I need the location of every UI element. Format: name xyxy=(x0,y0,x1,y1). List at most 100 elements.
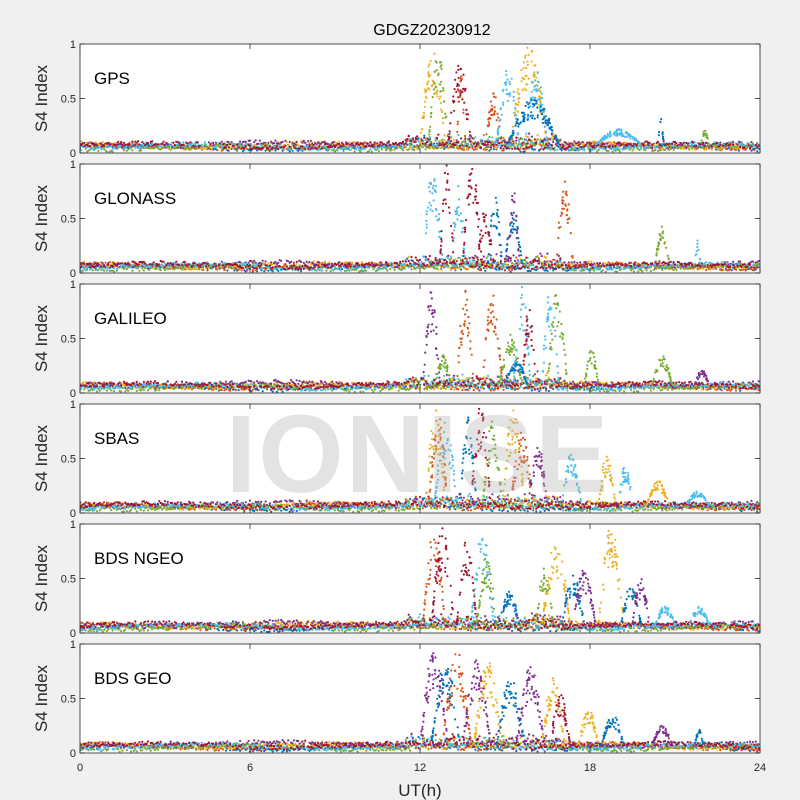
point xyxy=(318,145,321,148)
point xyxy=(308,141,311,145)
point xyxy=(439,80,443,83)
point xyxy=(539,252,542,255)
point xyxy=(528,138,531,141)
point xyxy=(425,89,428,92)
point xyxy=(466,113,470,116)
point xyxy=(659,149,662,152)
point xyxy=(536,138,539,141)
point xyxy=(562,145,565,148)
point xyxy=(101,140,104,144)
point xyxy=(248,144,252,147)
point xyxy=(527,53,530,57)
point xyxy=(263,262,266,266)
point xyxy=(151,140,154,143)
point xyxy=(618,141,621,144)
point xyxy=(427,80,430,83)
point xyxy=(261,146,264,150)
point xyxy=(515,256,518,259)
point xyxy=(144,143,147,147)
point xyxy=(635,144,638,147)
point xyxy=(744,269,747,272)
point xyxy=(280,146,283,149)
point xyxy=(496,132,499,135)
point xyxy=(304,141,307,144)
point xyxy=(505,70,508,73)
point xyxy=(456,84,459,88)
point xyxy=(80,149,83,152)
point xyxy=(345,141,348,144)
point xyxy=(461,144,464,147)
point xyxy=(435,69,438,72)
point xyxy=(465,108,468,111)
point xyxy=(560,146,563,150)
point xyxy=(506,147,509,150)
point xyxy=(547,142,551,145)
point xyxy=(454,266,457,269)
point xyxy=(105,265,108,268)
point xyxy=(744,148,747,151)
point xyxy=(519,121,522,124)
point xyxy=(431,79,434,82)
point xyxy=(227,149,230,152)
point xyxy=(662,135,665,138)
point xyxy=(138,143,141,146)
point xyxy=(350,261,354,264)
point xyxy=(439,83,442,86)
point xyxy=(570,142,573,145)
point xyxy=(135,267,138,270)
point xyxy=(552,147,555,150)
point xyxy=(176,266,179,269)
point xyxy=(267,269,270,272)
point xyxy=(324,260,327,263)
point xyxy=(639,269,643,272)
point xyxy=(509,145,512,148)
point xyxy=(497,116,500,119)
point xyxy=(587,260,590,263)
point xyxy=(514,102,518,105)
point xyxy=(695,144,698,148)
point xyxy=(341,145,344,148)
point xyxy=(332,144,335,147)
point xyxy=(534,64,537,67)
point xyxy=(155,267,158,270)
point xyxy=(509,92,512,95)
point xyxy=(118,144,121,148)
point xyxy=(433,52,436,55)
point xyxy=(186,142,189,145)
point xyxy=(439,65,442,68)
point xyxy=(661,131,664,134)
point xyxy=(672,148,675,151)
point xyxy=(165,266,168,269)
point xyxy=(268,145,271,148)
point xyxy=(756,150,759,153)
point xyxy=(705,268,708,272)
point xyxy=(324,143,327,146)
point xyxy=(209,265,212,268)
point xyxy=(149,147,152,150)
point xyxy=(529,114,532,117)
point xyxy=(604,146,607,149)
point xyxy=(461,90,464,93)
point xyxy=(528,101,531,104)
point xyxy=(514,109,517,112)
point xyxy=(355,148,358,151)
point xyxy=(425,96,428,99)
point xyxy=(433,266,436,269)
point xyxy=(577,140,580,144)
point xyxy=(665,267,668,270)
point xyxy=(639,146,643,149)
point xyxy=(462,111,465,114)
point xyxy=(299,260,303,263)
point xyxy=(512,254,515,257)
point xyxy=(460,137,463,140)
point xyxy=(513,147,517,150)
point xyxy=(253,262,256,265)
point xyxy=(162,267,165,270)
point xyxy=(562,143,565,146)
point xyxy=(190,147,193,150)
point xyxy=(321,266,324,269)
point xyxy=(533,85,536,88)
point xyxy=(732,143,735,146)
